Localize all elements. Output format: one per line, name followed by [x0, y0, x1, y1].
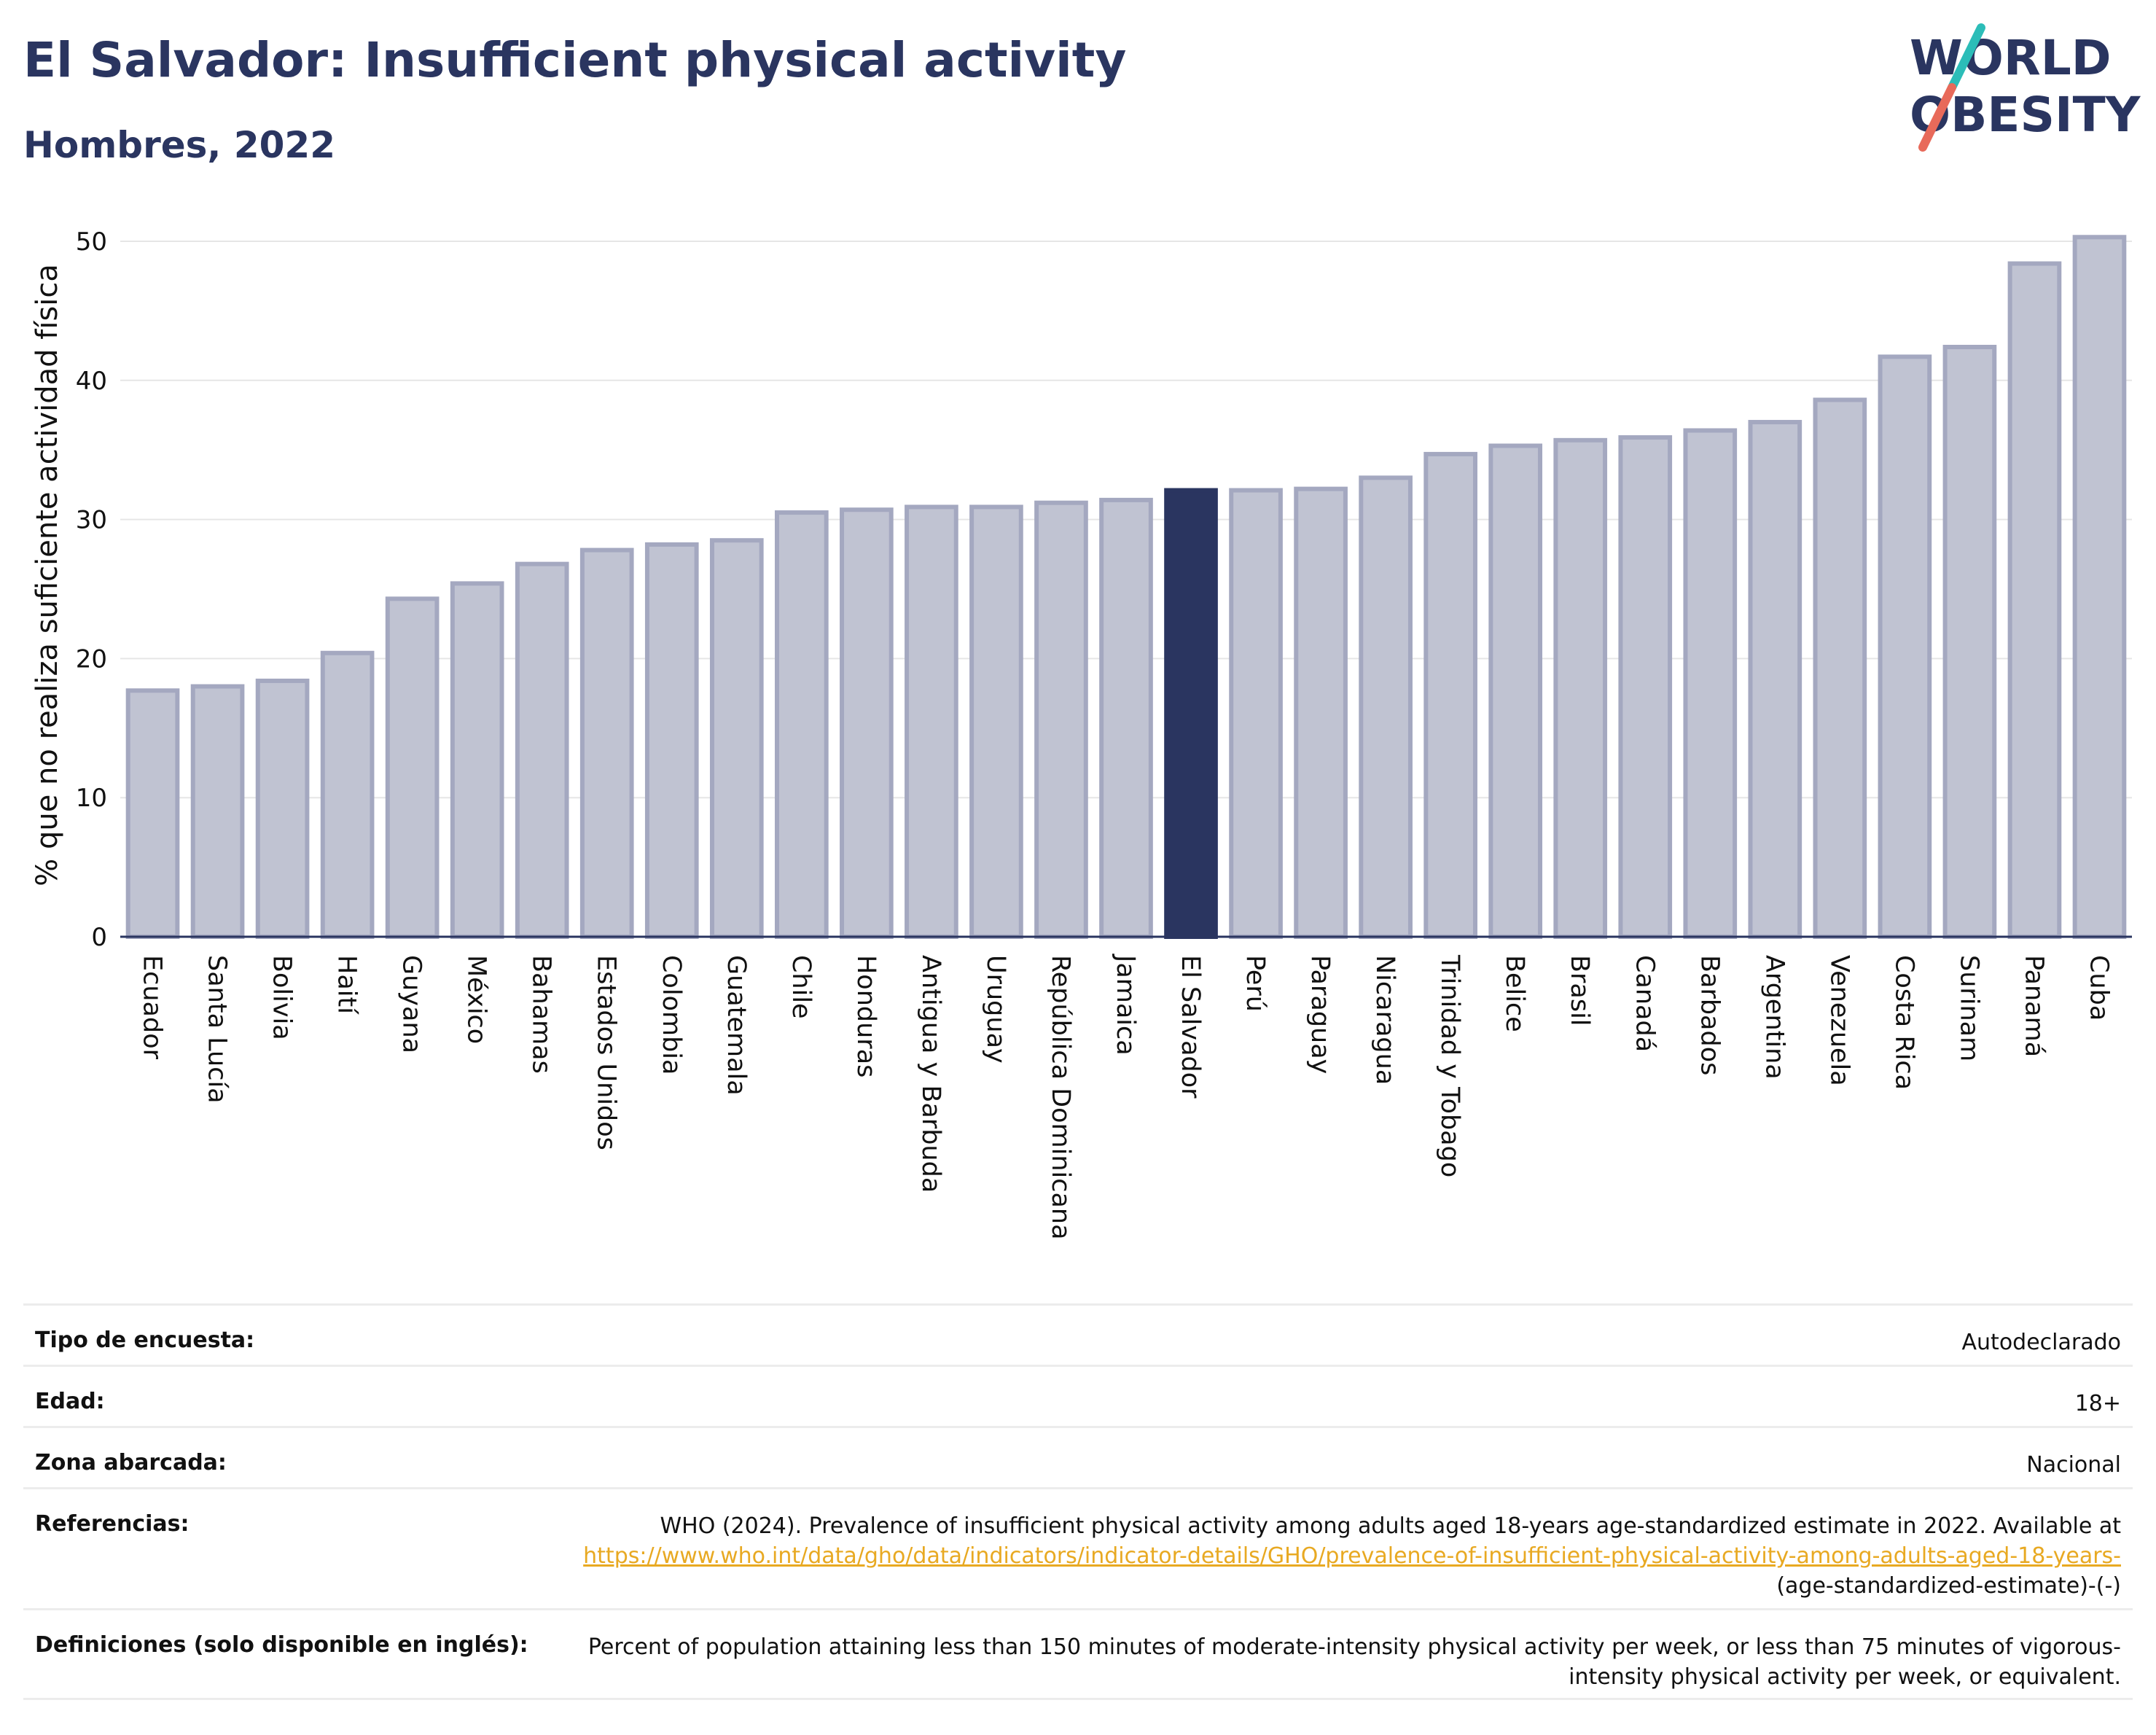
- x-tick-label: Belice: [1500, 955, 1529, 1032]
- meta-row-survey-type: Tipo de encuesta: Autodeclarado: [23, 1303, 2133, 1365]
- meta-label: Zona abarcada:: [35, 1450, 227, 1475]
- bar-argentina: [1748, 420, 1802, 939]
- bar-colombia: [644, 542, 699, 939]
- bar-república-dominicana: [1034, 500, 1088, 939]
- bar-cuba: [2072, 235, 2127, 939]
- bar-canadá: [1618, 435, 1673, 939]
- meta-value: Autodeclarado: [1961, 1330, 2121, 1355]
- x-tick-label: Uruguay: [981, 955, 1010, 1064]
- bar-surinam: [1942, 345, 1997, 939]
- x-tick-label: Costa Rica: [1889, 955, 1918, 1090]
- bar-jamaica: [1099, 497, 1153, 939]
- meta-value: Nacional: [2026, 1452, 2121, 1478]
- page-title: El Salvador: Insufficient physical activ…: [23, 32, 1127, 88]
- x-tick-label: El Salvador: [1176, 955, 1205, 1099]
- x-tick-label: Nicaragua: [1370, 955, 1399, 1085]
- bar-brasil: [1553, 437, 1608, 939]
- bar-santa-lucía: [190, 684, 245, 939]
- x-tick-label: Paraguay: [1305, 955, 1335, 1074]
- bar-uruguay: [969, 504, 1023, 939]
- bar-antigua-y-barbuda: [905, 504, 958, 939]
- meta-label: Edad:: [35, 1389, 105, 1414]
- reference-text-tail: (age-standardized-estimate)-(-): [1776, 1573, 2121, 1599]
- x-tick-label: México: [462, 955, 491, 1044]
- x-tick-label: Brasil: [1565, 955, 1594, 1026]
- x-tick-label: Colombia: [657, 955, 686, 1075]
- bar-chile: [775, 510, 829, 939]
- bar-perú: [1229, 488, 1283, 939]
- x-tick-label: Guatemala: [722, 955, 751, 1096]
- meta-label: Tipo de encuesta:: [35, 1327, 255, 1353]
- y-tick-label: 20: [76, 644, 107, 674]
- world-obesity-logo: WORLD OBESITY: [1910, 23, 2141, 152]
- y-tick-label: 40: [76, 367, 107, 396]
- y-axis-ticks: 0 10 20 30 40 50: [76, 227, 107, 952]
- x-tick-label: Guyana: [397, 955, 426, 1053]
- x-tick-label: Venezuela: [1824, 955, 1854, 1086]
- x-tick-label: Santa Lucía: [203, 955, 232, 1104]
- x-tick-label: Chile: [786, 955, 816, 1019]
- meta-row-definitions: Definiciones (solo disponible en inglés)…: [23, 1608, 2133, 1700]
- logo-slash-bottom: [1918, 83, 1956, 152]
- meta-row-references: Referencias: WHO (2024). Prevalence of i…: [23, 1487, 2133, 1608]
- x-tick-label: Estados Unidos: [592, 955, 621, 1150]
- bar-venezuela: [1813, 397, 1867, 939]
- y-tick-label: 10: [76, 784, 107, 813]
- meta-label: Definiciones (solo disponible en inglés)…: [35, 1632, 528, 1658]
- x-tick-label: Surinam: [1954, 955, 1983, 1061]
- bar-el-salvador: [1164, 488, 1218, 939]
- x-tick-label: Bolivia: [267, 955, 297, 1040]
- x-tick-label: Cuba: [2084, 955, 2113, 1021]
- meta-row-age: Edad: 18+: [23, 1365, 2133, 1426]
- x-tick-label: Bahamas: [527, 955, 556, 1074]
- x-tick-label: Panamá: [2019, 955, 2048, 1057]
- bar-ecuador: [125, 688, 180, 939]
- logo-slash-top: [1948, 23, 1985, 92]
- y-tick-label: 50: [76, 227, 107, 257]
- meta-row-area: Zona abarcada: Nacional: [23, 1426, 2133, 1487]
- bar-barbados: [1683, 428, 1738, 939]
- bar-bahamas: [515, 561, 569, 939]
- reference-link[interactable]: https://www.who.int/data/gho/data/indica…: [583, 1543, 2121, 1569]
- x-tick-label: Canadá: [1630, 955, 1659, 1052]
- bar-honduras: [840, 507, 894, 939]
- x-tick-label: Antigua y Barbuda: [916, 955, 945, 1193]
- bar-guyana: [385, 596, 440, 940]
- x-tick-label: Ecuador: [138, 955, 167, 1060]
- bar-méxico: [450, 581, 504, 939]
- bar-haití: [320, 650, 375, 939]
- meta-value: 18+: [2074, 1391, 2121, 1416]
- bar-panamá: [2007, 261, 2062, 939]
- y-tick-label: 30: [76, 506, 107, 535]
- page-subtitle: Hombres, 2022: [23, 124, 335, 166]
- meta-value: WHO (2024). Prevalence of insufficient p…: [532, 1511, 2121, 1601]
- reference-text: WHO (2024). Prevalence of insufficient p…: [660, 1513, 2121, 1539]
- meta-label: Referencias:: [35, 1511, 190, 1537]
- bar-belice: [1488, 443, 1543, 939]
- bar-paraguay: [1294, 486, 1348, 939]
- meta-value: Percent of population attaining less tha…: [587, 1634, 2121, 1690]
- bar-nicaragua: [1359, 475, 1413, 939]
- x-tick-label: Argentina: [1759, 955, 1789, 1080]
- bar-estados-unidos: [579, 547, 634, 939]
- x-axis-ticks: Ecuador Santa Lucía Bolivia Haití Guyana Méxi…: [138, 954, 2114, 1240]
- y-axis-label: % que no realiza suficiente actividad fí…: [31, 264, 64, 886]
- bar-guatemala: [709, 538, 764, 939]
- x-tick-label: Barbados: [1695, 955, 1724, 1075]
- x-tick-label: Perú: [1241, 955, 1270, 1012]
- x-tick-label: Trinidad y Tobago: [1435, 954, 1464, 1177]
- logo-line1: WORLD: [1910, 30, 2112, 86]
- y-tick-label: 0: [91, 923, 107, 952]
- bar-bolivia: [255, 678, 310, 939]
- bar-costa-rica: [1878, 354, 1932, 939]
- bars: [125, 235, 2127, 940]
- x-tick-label: Jamaica: [1111, 954, 1140, 1056]
- x-tick-label: Honduras: [851, 955, 880, 1077]
- bar-trinidad-y-tobago: [1423, 451, 1477, 939]
- metadata-table: Tipo de encuesta: Autodeclarado Edad: 18…: [23, 1303, 2133, 1700]
- bar-chart: 0 10 20 30 40 50 Ecuador Santa Lucía Bolivia Hai…: [31, 227, 2132, 1240]
- x-tick-label: Haití: [332, 955, 362, 1015]
- x-tick-label: República Dominicana: [1046, 955, 1075, 1240]
